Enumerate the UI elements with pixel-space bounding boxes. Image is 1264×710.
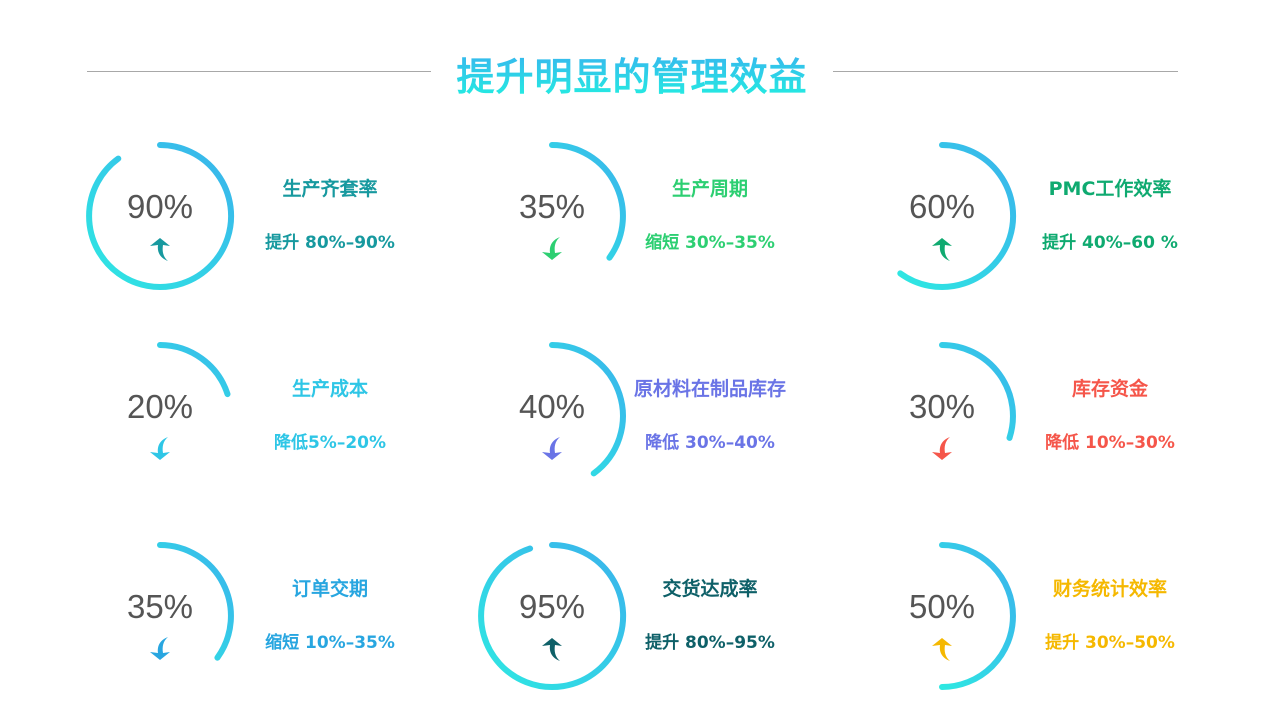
metric-label: 订单交期 [291, 578, 368, 600]
percent-value: 40% [518, 388, 586, 425]
metric-card: 60% PMC工作效率 提升 40%–60 % [862, 136, 1262, 306]
metric-label: 交货达成率 [662, 578, 758, 600]
metric-card: 35% 订单交期 缩短 10%–35% [80, 536, 480, 706]
arrow-up-icon [542, 638, 562, 661]
progress-arc [157, 342, 231, 398]
progress-arc [157, 542, 234, 661]
metric-description: 降低 30%–40% [645, 433, 775, 453]
percent-value: 60% [908, 188, 976, 225]
percent-value: 95% [518, 588, 586, 625]
metric-label: 生产成本 [291, 378, 368, 400]
arrow-down-icon [542, 437, 562, 460]
metric-description: 缩短 10%–35% [265, 633, 395, 653]
title-rule-right [833, 71, 1178, 72]
metric-description: 缩短 30%–35% [645, 233, 775, 253]
metric-description: 提升 30%–50% [1045, 633, 1175, 653]
progress-ring [939, 342, 1016, 441]
progress-ring [939, 542, 1016, 690]
percent-value: 35% [518, 188, 586, 225]
progress-arc [549, 142, 626, 261]
metric-card: 90% 生产齐套率 提升 80%–90% [80, 136, 480, 306]
metric-label: 生产齐套率 [282, 178, 378, 200]
progress-arc [897, 142, 1017, 290]
metric-card: 50% 财务统计效率 提升 30%–50% [862, 536, 1262, 706]
progress-ring [549, 142, 626, 261]
progress-arc [939, 542, 1016, 690]
arrow-down-icon [150, 637, 170, 660]
progress-ring [478, 542, 627, 690]
progress-ring [157, 342, 231, 398]
progress-arc [549, 342, 626, 477]
percent-value: 30% [908, 388, 976, 425]
metric-label: 库存资金 [1071, 378, 1148, 400]
progress-ring [157, 542, 234, 661]
progress-ring [86, 142, 235, 290]
progress-ring [549, 342, 626, 477]
metric-card: 35% 生产周期 缩短 30%–35% [472, 136, 872, 306]
arrow-down-icon [932, 437, 952, 460]
percent-value: 35% [126, 588, 194, 625]
progress-ring [897, 142, 1017, 290]
metric-label: 财务统计效率 [1052, 578, 1167, 600]
arrow-down-icon [150, 437, 170, 460]
metric-description: 提升 40%–60 % [1042, 233, 1178, 253]
percent-value: 20% [126, 388, 194, 425]
metric-card: 20% 生产成本 降低5%–20% [80, 336, 480, 506]
metric-description: 提升 80%–90% [265, 233, 395, 253]
metric-description: 提升 80%–95% [645, 633, 775, 653]
progress-arc [478, 542, 627, 690]
percent-value: 50% [908, 588, 976, 625]
progress-arc [939, 342, 1016, 441]
metric-description: 降低 10%–30% [1045, 433, 1175, 453]
metric-card: 40% 原材料在制品库存 降低 30%–40% [472, 336, 872, 506]
progress-arc [86, 142, 235, 290]
metric-label: PMC工作效率 [1048, 178, 1172, 200]
percent-value: 90% [126, 188, 194, 225]
arrow-up-icon [932, 238, 952, 261]
arrow-up-icon [932, 638, 952, 661]
metric-description: 降低5%–20% [273, 433, 387, 453]
metric-card: 95% 交货达成率 提升 80%–95% [472, 536, 872, 706]
arrow-down-icon [542, 237, 562, 260]
page-title: 提升明显的管理效益 [0, 46, 1264, 101]
title-rule-left [87, 71, 431, 72]
arrow-up-icon [150, 238, 170, 261]
metric-card: 30% 库存资金 降低 10%–30% [862, 336, 1262, 506]
metric-label: 生产周期 [671, 178, 748, 200]
metric-label: 原材料在制品库存 [633, 378, 786, 400]
